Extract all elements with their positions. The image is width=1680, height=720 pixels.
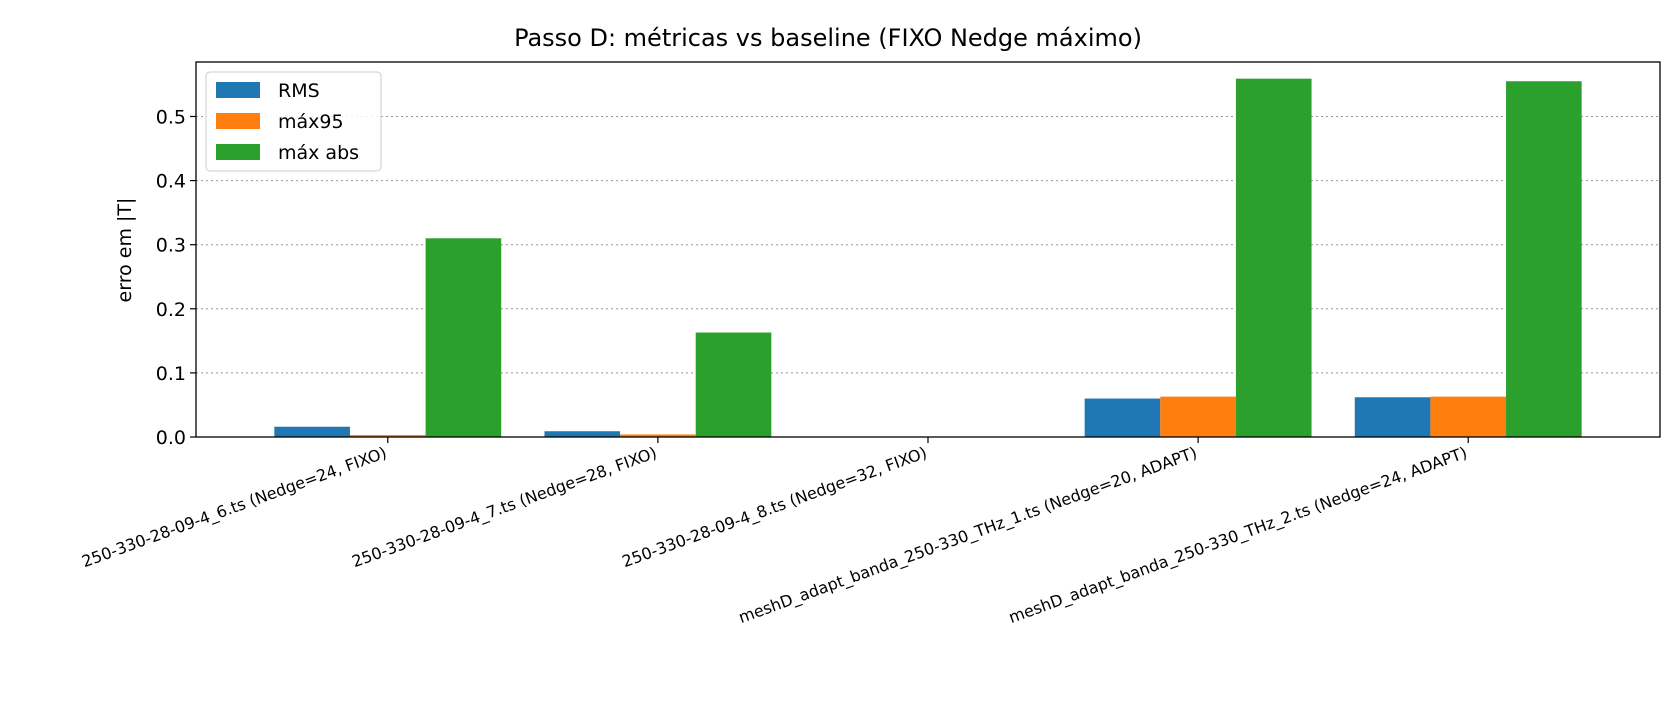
- bar-rms: [544, 431, 621, 437]
- bar-máx95: [620, 434, 696, 437]
- chart-title: Passo D: métricas vs baseline (FIXO Nedg…: [514, 24, 1142, 52]
- legend-items: RMS máx95 máx abs: [216, 80, 359, 164]
- x-axis-ticks: 250-330-28-09-4_6.ts (Nedge=24, FIXO)250…: [79, 437, 1470, 628]
- x-tick-label: meshD_adapt_banda_250-330_THz_2.ts (Nedg…: [1006, 443, 1470, 628]
- x-tick-label: 250-330-28-09-4_8.ts (Nedge=32, FIXO): [619, 443, 929, 572]
- legend-swatch: [216, 144, 260, 160]
- bar-máx-abs: [1506, 81, 1582, 437]
- bar-rms: [274, 426, 350, 437]
- x-tick-label: 250-330-28-09-4_6.ts (Nedge=24, FIXO): [79, 443, 389, 572]
- y-tick-label: 0.1: [156, 363, 186, 385]
- plot-frame: [195, 61, 1661, 438]
- legend-label: máx abs: [278, 142, 359, 164]
- y-tick-label: 0.5: [156, 106, 186, 128]
- bar-máx95: [349, 435, 426, 437]
- legend: RMS máx95 máx abs: [205, 71, 382, 172]
- legend-swatch: [216, 82, 260, 98]
- x-tick-label: meshD_adapt_banda_250-330_THz_1.ts (Nedg…: [736, 443, 1200, 628]
- y-tick-label: 0.4: [156, 171, 186, 193]
- legend-swatch: [216, 113, 260, 129]
- bar-máx95: [1430, 396, 1507, 437]
- bar-máx-abs: [425, 238, 502, 437]
- legend-label: máx95: [278, 111, 344, 133]
- y-axis-label: erro em |T|: [114, 198, 136, 303]
- y-axis-ticks: 0.0 0.1 0.2 0.3 0.4 0.5: [156, 106, 196, 449]
- bar-rms: [1354, 397, 1431, 437]
- y-tick-label: 0.3: [156, 235, 186, 257]
- bar-máx95: [1160, 396, 1236, 437]
- bar-rms: [1084, 398, 1161, 437]
- bar-máx-abs: [1235, 78, 1312, 438]
- x-tick-label: 250-330-28-09-4_7.ts (Nedge=28, FIXO): [349, 443, 659, 572]
- y-tick-label: 0.2: [156, 299, 186, 321]
- bar-máx-abs: [695, 332, 772, 437]
- grid-lines: [196, 115, 1660, 438]
- legend-label: RMS: [278, 80, 320, 102]
- y-tick-label: 0.0: [156, 427, 186, 449]
- bars: [274, 78, 1582, 438]
